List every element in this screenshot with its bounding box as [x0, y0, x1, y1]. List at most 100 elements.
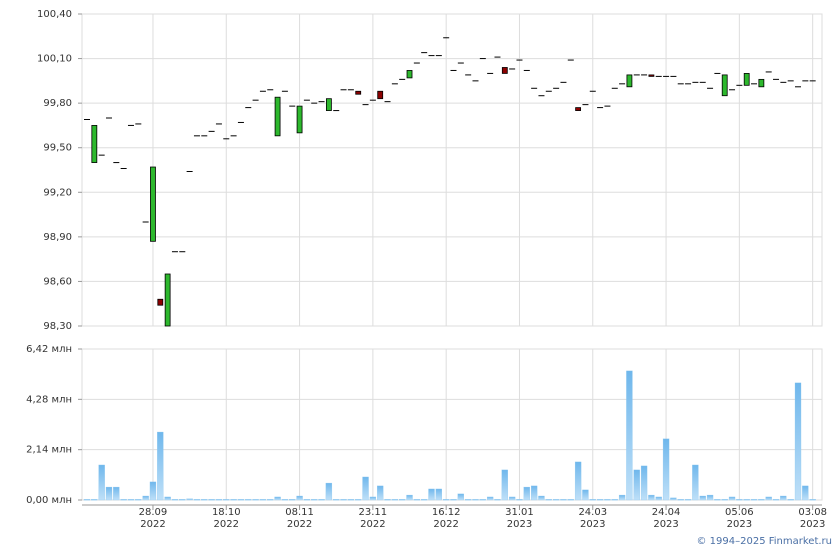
candle-body — [91, 125, 98, 163]
x-tick-label: 24.03 2023 — [578, 507, 608, 530]
x-tick-label: 23.11 2022 — [358, 507, 388, 530]
volume-bar — [457, 493, 464, 501]
volume-bar — [501, 469, 508, 501]
volume-bar — [340, 499, 347, 501]
volume-bar — [604, 499, 611, 501]
x-tick-label: 05.06 2023 — [725, 507, 754, 530]
volume-bar — [252, 499, 259, 501]
candle-body — [501, 67, 508, 74]
candle-body — [157, 298, 164, 306]
volume-bar — [794, 382, 802, 501]
y-tick-label: 4,28 млн — [26, 394, 72, 405]
candle-body — [575, 107, 582, 111]
volume-bar — [223, 499, 230, 501]
x-tick-label: 24.04 2023 — [651, 507, 681, 530]
volume-bar — [750, 499, 758, 501]
volume-bar — [377, 485, 384, 501]
candle-body — [296, 105, 303, 134]
volume-bar — [384, 499, 391, 501]
volume-bar — [142, 495, 149, 501]
volume-bar — [648, 494, 655, 501]
volume-bar — [574, 461, 582, 501]
volume-bar — [186, 498, 193, 501]
volume-bar — [428, 488, 435, 501]
candle-body — [274, 96, 281, 137]
y-tick-label: 100,10 — [37, 54, 72, 65]
volume-bar — [164, 496, 171, 501]
y-tick-label: 100,40 — [37, 9, 72, 20]
volume-bar — [171, 499, 179, 501]
volume-bar — [296, 495, 303, 501]
volume-bar — [765, 496, 772, 501]
volume-bar — [736, 499, 743, 501]
volume-bar — [435, 488, 442, 501]
volume-bar — [618, 494, 626, 501]
volume-bar — [281, 499, 289, 501]
volume-bar — [135, 499, 142, 501]
volume-bar — [802, 485, 809, 501]
volume-bar — [552, 499, 560, 501]
volume-bar — [758, 499, 765, 501]
volume-bar — [670, 497, 677, 501]
candle-body — [626, 74, 633, 88]
x-tick-label: 28.09 2022 — [138, 507, 168, 530]
volume-bar — [318, 499, 325, 501]
volume-bar — [626, 370, 633, 501]
volume-bar — [362, 476, 369, 501]
credit[interactable]: © 1994–2025 Finmarket.ru — [696, 536, 832, 547]
volume-bar — [127, 499, 135, 501]
plot-frame — [81, 13, 823, 327]
volume-bar — [714, 499, 721, 501]
volume-bar — [567, 499, 574, 501]
volume-bar — [98, 464, 105, 501]
x-tick-label: 03.08 2023 — [798, 507, 827, 530]
volume-bar — [721, 499, 728, 501]
candle-body — [355, 90, 362, 95]
candle-body — [743, 73, 750, 86]
candle-body — [406, 70, 413, 79]
volume-bar — [259, 499, 267, 501]
candle-body — [164, 273, 171, 327]
candle-body — [758, 78, 765, 88]
volume-bar — [215, 499, 223, 501]
x-tick-label: 18.10 2022 — [211, 507, 241, 530]
volume-bar — [538, 495, 545, 501]
y-tick-label: 2,14 млн — [26, 445, 72, 456]
volume-bar — [230, 499, 237, 501]
volume-bar — [465, 499, 472, 501]
volume-bar — [662, 438, 670, 501]
plot-frame — [81, 348, 823, 501]
volume-bar — [508, 496, 516, 501]
volume-bar — [582, 489, 589, 501]
x-tick-label: 08.11 2022 — [285, 507, 314, 530]
y-tick-label: 98,90 — [43, 232, 72, 243]
volume-bar — [640, 465, 648, 501]
volume-bar — [692, 464, 699, 501]
volume-bar — [113, 486, 120, 501]
volume-bar — [399, 499, 406, 501]
volume-bar — [494, 499, 501, 501]
volume-bar — [706, 494, 714, 501]
volume-bar — [303, 499, 311, 501]
volume-bar — [333, 499, 340, 501]
volume-bar — [157, 431, 164, 501]
volume-bar — [311, 499, 318, 501]
volume-bar — [596, 499, 604, 501]
volume-bar — [516, 499, 523, 501]
y-tick-label: 99,80 — [43, 98, 72, 109]
volume-bar — [486, 496, 494, 501]
volume-bar — [120, 499, 127, 501]
y-tick-label: 98,30 — [43, 321, 72, 332]
volume-bar — [450, 499, 457, 501]
volume-bar — [421, 499, 428, 501]
volume-bar — [355, 499, 362, 501]
volume-bar — [479, 499, 486, 501]
candle-body — [648, 74, 655, 77]
volume-bar — [245, 499, 252, 501]
candle-body — [721, 74, 728, 97]
y-tick-label: 0,00 млн — [26, 495, 72, 506]
y-tick-label: 99,20 — [43, 187, 72, 198]
volume-bar — [728, 496, 736, 501]
